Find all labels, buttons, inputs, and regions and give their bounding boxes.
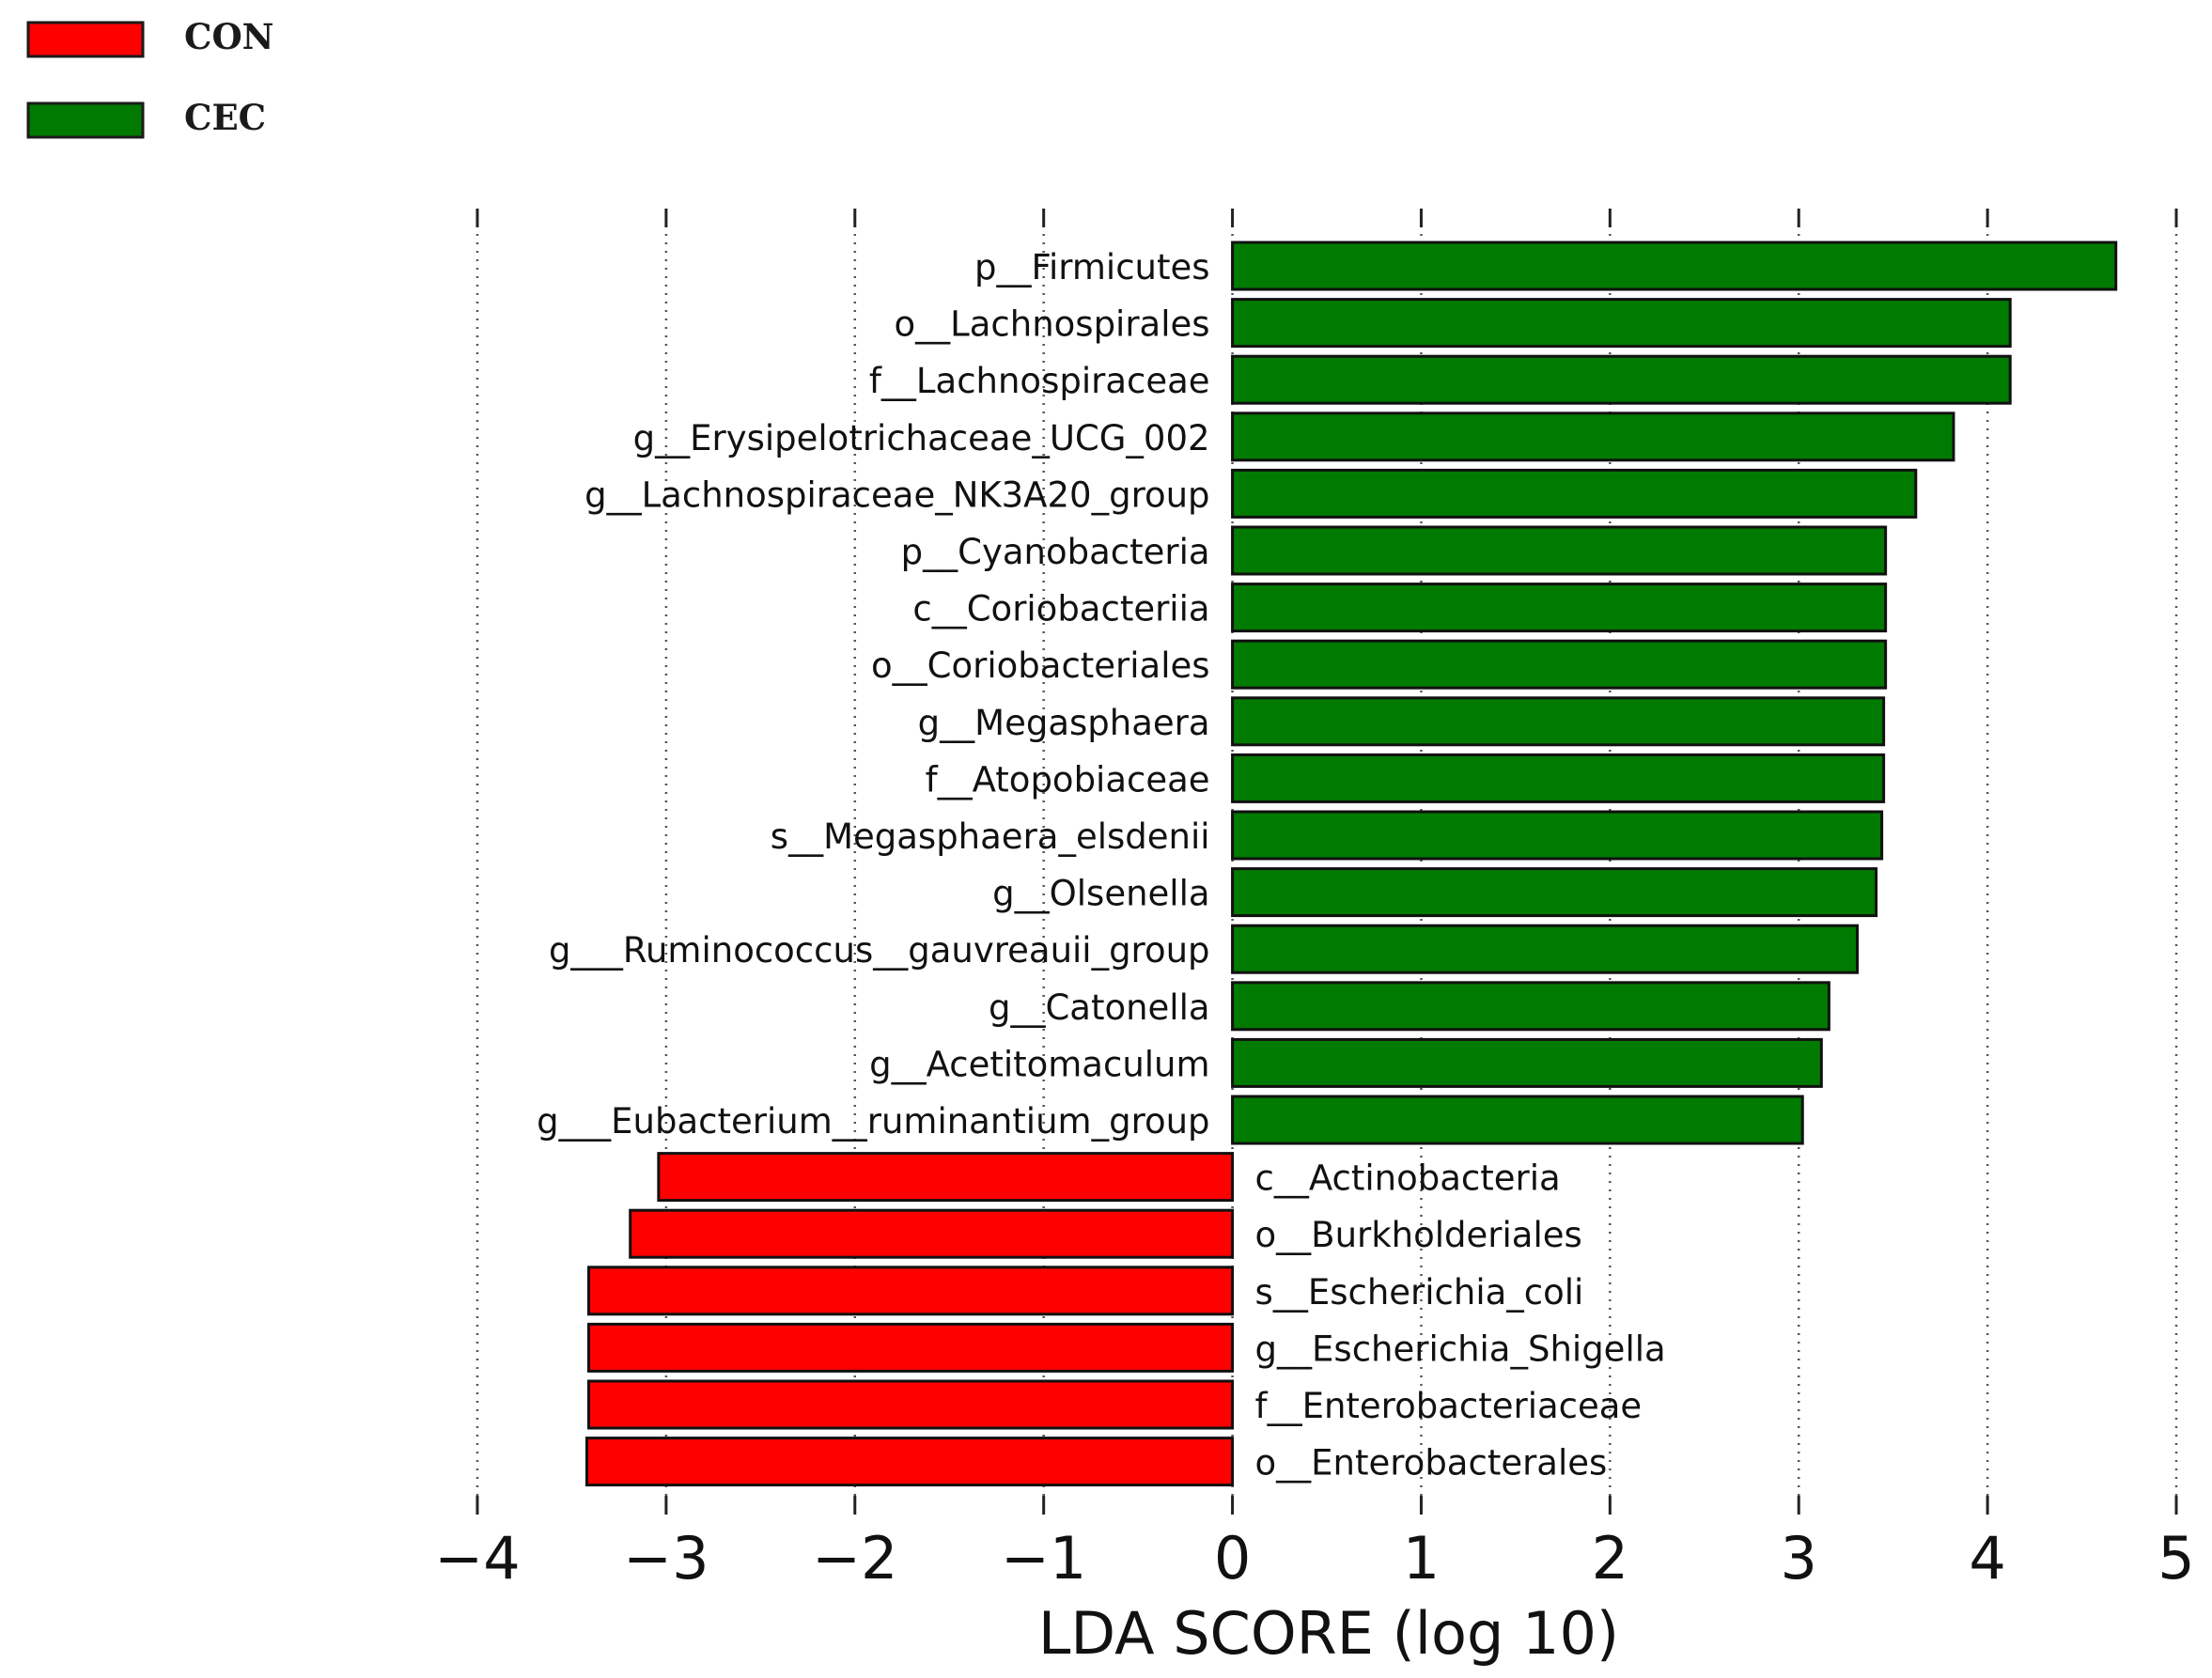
bar-label-p__Firmicutes: p__Firmicutes <box>974 247 1210 287</box>
bar-label-o__Enterobacterales: o__Enterobacterales <box>1255 1443 1608 1484</box>
legend-swatch-con <box>26 21 145 58</box>
bar-g__Acetitomaculum <box>1231 1037 1823 1088</box>
bar-p__Firmicutes <box>1231 241 2118 291</box>
legend: CON CEC <box>26 16 274 139</box>
bar-label-o__Coriobacteriales: o__Coriobacteriales <box>871 645 1210 686</box>
bar-f__Atopobiaceae <box>1231 753 1886 803</box>
x-tick-label-8: 4 <box>1969 1524 2005 1593</box>
bar-label-g__Olsenella: g__Olsenella <box>992 874 1209 914</box>
x-tick-label-6: 2 <box>1592 1524 1628 1593</box>
bar-label-s__Megasphaera_elsdenii: s__Megasphaera_elsdenii <box>771 816 1210 857</box>
bar-o__Burkholderiales <box>629 1208 1235 1259</box>
bar-g__Escherichia_Shigella <box>587 1322 1235 1373</box>
bar-g___Eubacterium__ruminantium_group <box>1231 1095 1804 1145</box>
bar-label-g__Lachnospiraceae_NK3A20_group: g__Lachnospiraceae_NK3A20_group <box>584 474 1209 515</box>
bar-label-g___Ruminococcus__gauvreauii_group: g___Ruminococcus__gauvreauii_group <box>549 930 1210 971</box>
bar-s__Megasphaera_elsdenii <box>1231 810 1884 861</box>
bar-p__Cyanobacteria <box>1231 525 1888 576</box>
legend-swatch-cec <box>26 101 145 139</box>
bar-g__Olsenella <box>1231 867 1878 918</box>
x-tick-label-1: −3 <box>623 1524 709 1593</box>
x-tick-label-0: −4 <box>434 1524 520 1593</box>
grid-lines <box>475 209 2178 1515</box>
bar-label-c__Coriobacteriia: c__Coriobacteriia <box>912 589 1209 629</box>
bar-label-o__Lachnospirales: o__Lachnospirales <box>894 304 1209 345</box>
x-tick-label-3: −1 <box>1001 1524 1086 1593</box>
bar-label-g__Megasphaera: g__Megasphaera <box>918 703 1210 743</box>
x-tick-label-9: 5 <box>2157 1524 2194 1593</box>
bar-label-g__Escherichia_Shigella: g__Escherichia_Shigella <box>1255 1328 1666 1369</box>
bar-o__Coriobacteriales <box>1231 639 1888 690</box>
bar-f__Lachnospiraceae <box>1231 354 2012 405</box>
bars <box>585 241 2118 1487</box>
bar-label-c__Actinobacteria: c__Actinobacteria <box>1255 1158 1561 1199</box>
bar-label-f__Lachnospiraceae: f__Lachnospiraceae <box>869 361 1210 401</box>
bar-label-g___Eubacterium__ruminantium_group: g___Eubacterium__ruminantium_group <box>537 1101 1209 1142</box>
x-tick-label-7: 3 <box>1780 1524 1816 1593</box>
bar-g__Catonella <box>1231 981 1830 1032</box>
bar-label-g__Acetitomaculum: g__Acetitomaculum <box>869 1044 1209 1084</box>
bar-label-g__Catonella: g__Catonella <box>989 987 1210 1028</box>
bar-label-s__Escherichia_coli: s__Escherichia_coli <box>1255 1272 1584 1313</box>
bar-g__Erysipelotrichaceae_UCG_002 <box>1231 412 1955 462</box>
bar-label-f__Atopobiaceae: f__Atopobiaceae <box>926 759 1210 800</box>
bar-label-g__Erysipelotrichaceae_UCG_002: g__Erysipelotrichaceae_UCG_002 <box>633 418 1210 458</box>
x-tick-label-4: 0 <box>1214 1524 1251 1593</box>
legend-label-con: CON <box>184 16 274 57</box>
bar-label-o__Burkholderiales: o__Burkholderiales <box>1255 1215 1582 1255</box>
bar-g___Ruminococcus__gauvreauii_group <box>1231 924 1859 974</box>
bar-o__Enterobacterales <box>585 1437 1235 1487</box>
bar-f__Enterobacteriaceae <box>587 1379 1235 1430</box>
bar-label-p__Cyanobacteria: p__Cyanobacteria <box>901 532 1210 572</box>
bar-labels: p__Firmicutes o__Lachnospirales f__Lachnos… <box>537 247 1666 1484</box>
bar-g__Megasphaera <box>1231 696 1886 747</box>
bar-c__Actinobacteria <box>657 1152 1235 1203</box>
bar-o__Lachnospirales <box>1231 298 2012 349</box>
legend-label-cec: CEC <box>184 97 266 138</box>
x-tick-label-5: 1 <box>1403 1524 1440 1593</box>
x-axis-ticks: −4 −3 −2 −1 0 1 2 3 4 5 <box>434 1524 2194 1593</box>
x-tick-label-2: −2 <box>812 1524 897 1593</box>
bar-s__Escherichia_coli <box>587 1266 1235 1316</box>
bar-g__Lachnospiraceae_NK3A20_group <box>1231 468 1918 519</box>
x-axis-title: LDA SCORE (log 10) <box>1038 1599 1619 1668</box>
bar-c__Coriobacteriia <box>1231 583 1888 633</box>
bar-label-f__Enterobacteriaceae: f__Enterobacteriaceae <box>1255 1386 1643 1426</box>
